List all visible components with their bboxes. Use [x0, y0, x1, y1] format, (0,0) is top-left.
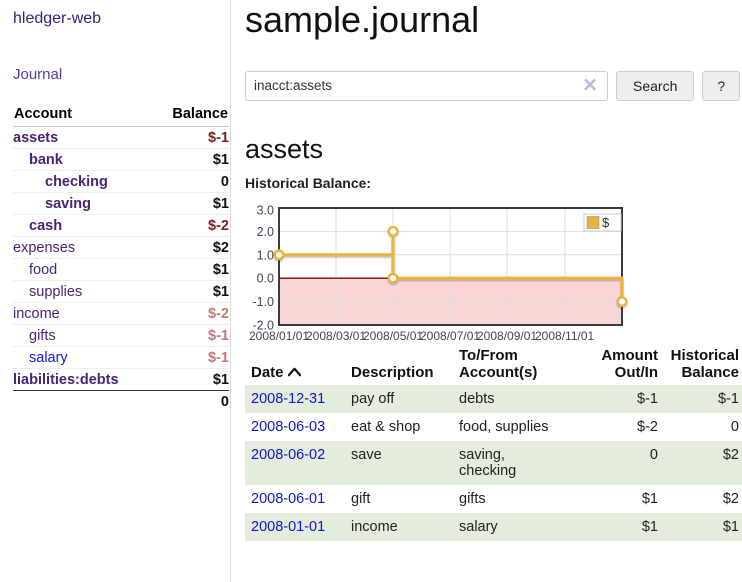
- svg-text:2.0: 2.0: [257, 224, 274, 238]
- svg-text:2008/11/01: 2008/11/01: [535, 329, 594, 343]
- svg-text:2008/05/01: 2008/05/01: [363, 329, 423, 343]
- svg-text:2008/09/01: 2008/09/01: [477, 329, 537, 343]
- svg-text:1.0: 1.0: [257, 248, 274, 262]
- svg-text:3.0: 3.0: [257, 203, 274, 217]
- svg-text:2008/07/01: 2008/07/01: [420, 329, 480, 343]
- svg-text:$: $: [602, 215, 610, 230]
- svg-text:-1.0: -1.0: [252, 295, 274, 309]
- svg-text:0.0: 0.0: [257, 271, 274, 285]
- svg-text:2008/03/01: 2008/03/01: [306, 329, 366, 343]
- svg-text:2008/01/01: 2008/01/01: [249, 329, 309, 343]
